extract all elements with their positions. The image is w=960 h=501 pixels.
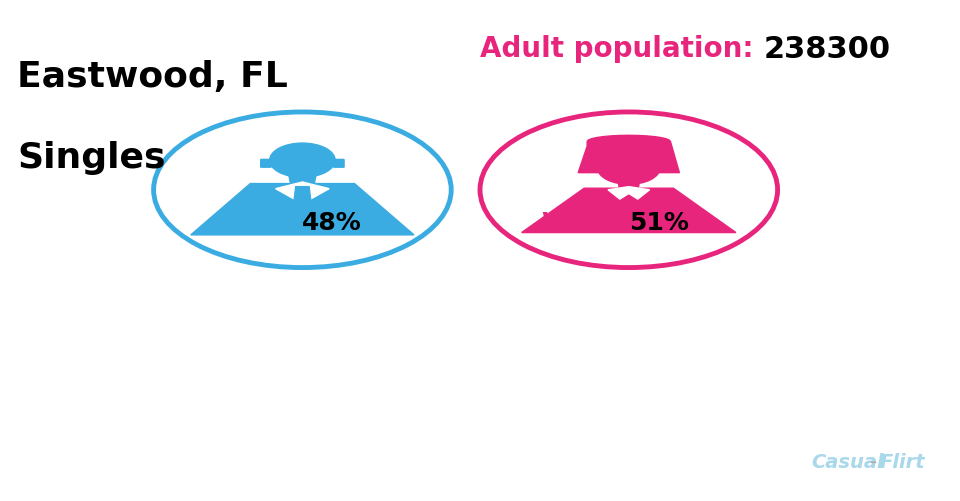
Text: Men:: Men: [245, 210, 324, 234]
Text: Adult population:: Adult population: [480, 35, 763, 63]
Polygon shape [276, 182, 302, 201]
Polygon shape [629, 187, 650, 200]
Text: Flirt: Flirt [879, 452, 925, 471]
Text: 51%: 51% [629, 210, 688, 234]
Circle shape [597, 152, 660, 185]
Polygon shape [293, 187, 312, 211]
FancyBboxPatch shape [261, 160, 271, 168]
Text: -: - [870, 452, 876, 471]
Text: 238300: 238300 [763, 35, 890, 64]
Text: Women:: Women: [542, 210, 666, 234]
Polygon shape [578, 136, 680, 173]
Text: 48%: 48% [302, 210, 362, 234]
Text: Eastwood, FL: Eastwood, FL [17, 60, 288, 94]
Text: Casual: Casual [811, 452, 884, 471]
Polygon shape [302, 182, 329, 201]
Polygon shape [191, 184, 414, 235]
Circle shape [270, 144, 335, 178]
Text: Singles: Singles [17, 140, 166, 174]
FancyBboxPatch shape [334, 160, 344, 168]
Polygon shape [288, 169, 317, 184]
Polygon shape [608, 187, 629, 200]
Polygon shape [521, 189, 736, 233]
Polygon shape [617, 175, 640, 189]
